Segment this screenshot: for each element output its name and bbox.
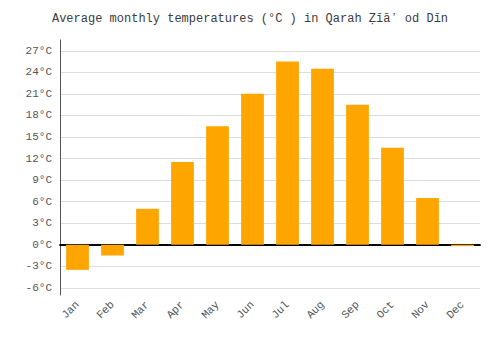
svg-text:12°C: 12°C [26, 153, 53, 165]
svg-text:Average monthly temperatures (: Average monthly temperatures (°C ) in Qa… [52, 12, 448, 26]
svg-text:18°C: 18°C [26, 109, 53, 121]
svg-text:-3°C: -3°C [26, 260, 53, 272]
svg-text:May: May [199, 298, 222, 321]
svg-text:Nov: Nov [409, 298, 432, 321]
svg-text:0°C: 0°C [32, 239, 52, 251]
svg-text:6°C: 6°C [32, 196, 52, 208]
svg-text:-6°C: -6°C [26, 282, 53, 294]
svg-text:Dec: Dec [444, 299, 466, 321]
svg-text:Jun: Jun [234, 299, 256, 321]
svg-text:Jan: Jan [59, 299, 81, 321]
svg-text:Jul: Jul [269, 299, 291, 321]
svg-text:Oct: Oct [374, 299, 396, 321]
svg-text:15°C: 15°C [26, 131, 53, 143]
svg-text:Mar: Mar [129, 299, 151, 321]
svg-text:Sep: Sep [339, 299, 361, 321]
svg-text:27°C: 27°C [26, 45, 53, 57]
svg-text:24°C: 24°C [26, 66, 53, 78]
svg-text:Aug: Aug [304, 299, 326, 321]
svg-text:Feb: Feb [94, 299, 116, 321]
svg-text:Apr: Apr [164, 299, 186, 321]
svg-text:21°C: 21°C [26, 88, 53, 100]
svg-text:3°C: 3°C [32, 217, 52, 229]
svg-text:9°C: 9°C [32, 174, 52, 186]
